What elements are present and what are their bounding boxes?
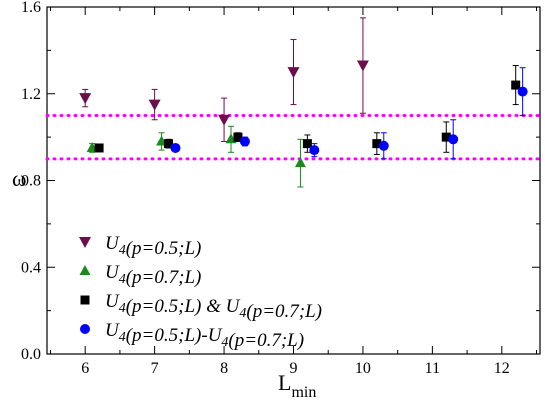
- legend-label-s2: U4(p=0.7;L): [105, 262, 201, 288]
- data-point-s1: [218, 114, 231, 126]
- y-tick-label: 1.2: [21, 86, 41, 103]
- data-point-s1: [148, 99, 161, 111]
- data-point-s3: [302, 139, 312, 149]
- data-point-s4: [448, 134, 459, 145]
- data-point-s4: [378, 140, 389, 151]
- data-point-s2: [294, 157, 306, 168]
- data-point-s1: [287, 67, 300, 79]
- data-point-s3: [372, 139, 382, 149]
- legend-label-s1: U4(p=0.5;L): [105, 233, 201, 259]
- y-tick-label: 0.8: [21, 173, 41, 190]
- legend-label-s3: U4(p=0.5;L) & U4(p=0.7;L): [105, 291, 322, 322]
- data-point-s4: [309, 145, 320, 156]
- legend-marker-s1: [79, 237, 91, 248]
- x-tick-label: 9: [290, 360, 298, 377]
- x-axis-label-main: L: [278, 370, 291, 395]
- data-point-s4: [517, 86, 528, 97]
- data-point-s4: [170, 142, 181, 153]
- x-tick-label: 7: [151, 360, 159, 377]
- y-tick-label: 1.6: [21, 0, 41, 16]
- x-tick-label: 6: [81, 360, 89, 377]
- data-point-s3: [511, 80, 521, 90]
- legend: U4(p=0.5;L) U4(p=0.7;L) U4(p=0.5;L) & U4(p…: [79, 233, 322, 351]
- data-point-s3: [233, 132, 243, 142]
- x-tick-label: 10: [355, 360, 371, 377]
- legend-label-s4: U4(p=0.5;L)-U4(p=0.7;L): [105, 320, 304, 351]
- data-point-s3: [94, 143, 104, 153]
- y-tick-label: 0.4: [21, 259, 41, 276]
- legend-marker-s4: [80, 324, 90, 334]
- data-point-s4: [239, 136, 250, 147]
- data-point-s3: [164, 139, 174, 149]
- legend-marker-s3: [80, 295, 90, 305]
- y-axis-label: ω: [12, 166, 26, 191]
- x-tick-label: 12: [494, 360, 510, 377]
- x-tick-label: 8: [220, 360, 228, 377]
- x-axis-label-sub: min: [291, 384, 316, 401]
- x-axis-label: Lmin: [278, 370, 316, 401]
- data-point-s1: [79, 93, 92, 105]
- legend-marker-s2: [79, 265, 91, 275]
- plot-area: 6 7 8 9 10 11 12 0.0 0.4 0.8 1.2 1.6: [21, 0, 542, 377]
- data-point-s1: [356, 60, 369, 72]
- y-tick-label: 0.0: [21, 346, 41, 363]
- x-tick-label: 11: [425, 360, 440, 377]
- data-point-s3: [441, 132, 451, 142]
